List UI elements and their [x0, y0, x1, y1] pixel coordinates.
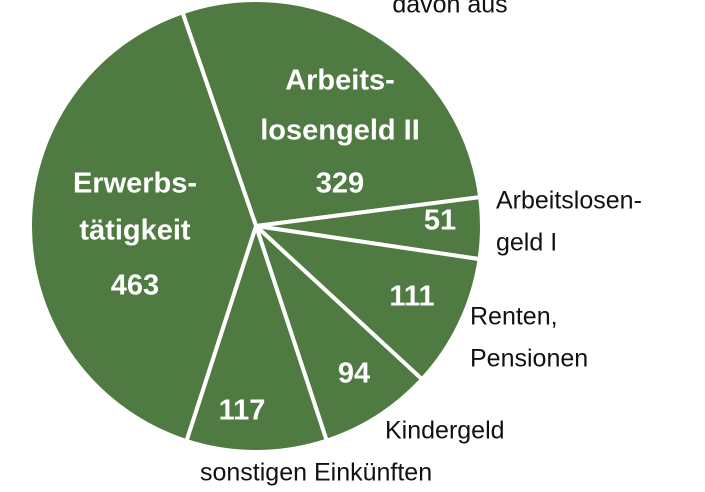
- value-label: 117: [219, 395, 266, 427]
- slice-label: Arbeitslosen-: [496, 187, 642, 215]
- value-label: 329: [316, 168, 364, 200]
- value-label: 51: [424, 205, 456, 237]
- pie-slice: [251, 219, 425, 444]
- chart-subtitle: davon aus: [392, 0, 507, 19]
- pie-slice: [183, 219, 330, 454]
- slice-label: Kindergeld: [385, 417, 505, 445]
- pie-slice: [28, 9, 259, 444]
- slice-label: geld I: [496, 229, 557, 257]
- slice-label: losengeld II: [260, 115, 420, 147]
- value-label: 111: [389, 281, 434, 313]
- value-label: 94: [338, 358, 370, 390]
- pie-slice: [179, 0, 483, 229]
- value-label: 463: [111, 270, 159, 302]
- slice-label: Arbeits-: [285, 65, 395, 97]
- slice-label: Renten,: [470, 303, 558, 331]
- pie-slice: [249, 223, 482, 383]
- slice-label: sonstigen Einkünften: [200, 459, 432, 487]
- slice-label: tätigkeit: [79, 215, 191, 247]
- slice-label: Erwerbs-: [73, 168, 197, 200]
- slice-label: Pensionen: [470, 345, 588, 373]
